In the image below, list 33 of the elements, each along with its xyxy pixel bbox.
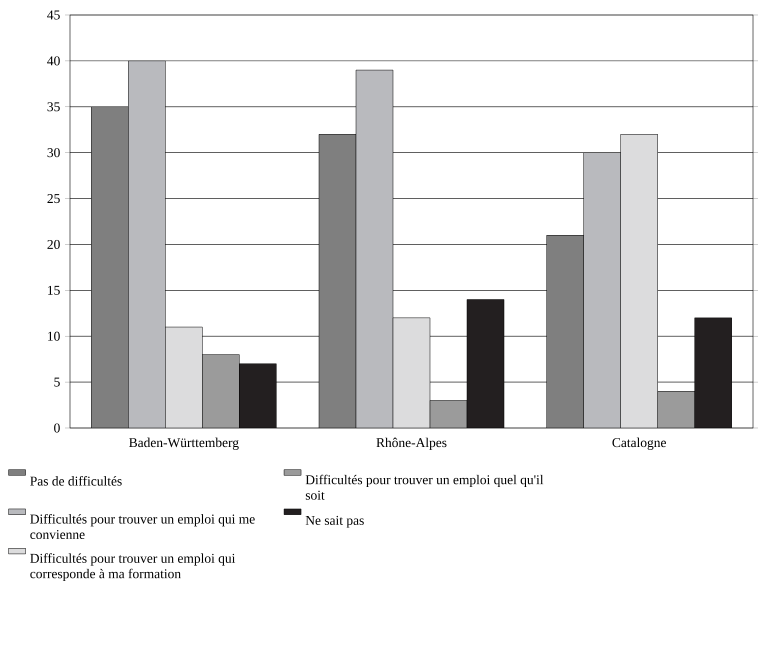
bar: [165, 326, 203, 428]
y-tick-label: 30: [48, 148, 60, 158]
bar: [657, 391, 695, 428]
bar: [694, 318, 732, 428]
y-tick-label: 5: [54, 378, 60, 387]
bar: [583, 152, 621, 428]
y-tick-label: 40: [47, 56, 60, 66]
y-tick-label: 25: [47, 194, 60, 204]
y-tick-label: 15: [48, 286, 60, 295]
legend-label: Difficultés pour trouver un emploi qui corresponde à ma formation: [30, 553, 236, 582]
legend-label: Pas de difficultés: [30, 476, 122, 486]
bar: [128, 60, 166, 428]
y-tick-label: 35: [48, 102, 60, 112]
bar: [91, 106, 129, 428]
bar: [466, 299, 504, 428]
legend-label: Ne sait pas: [306, 516, 364, 528]
bar: [546, 235, 584, 428]
bar: [318, 134, 356, 428]
y-tick-label: 45: [47, 10, 60, 20]
x-tick-label: Baden-Württemberg: [129, 438, 239, 450]
bar: [239, 364, 277, 428]
x-tick-label: Catalogne: [612, 438, 666, 450]
bar: [356, 70, 394, 428]
legend-label: Difficultés pour trouver un emploi quel qu'il soit: [306, 474, 544, 500]
legend-label: Difficultés pour trouver un emploi qui me convienne: [30, 514, 255, 540]
bar: [430, 400, 468, 428]
y-tick-label: 0: [54, 423, 60, 433]
bar: [620, 134, 658, 428]
y-tick-label: 20: [47, 240, 60, 249]
bar: [202, 354, 240, 428]
bar: [392, 318, 430, 428]
y-tick-label: 10: [48, 332, 60, 341]
x-tick-label: Rhône-Alpes: [376, 438, 447, 450]
